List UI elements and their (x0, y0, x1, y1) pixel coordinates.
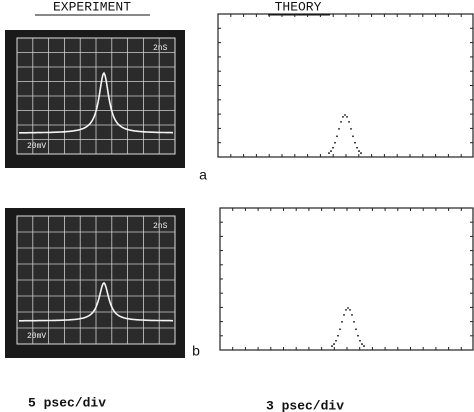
theory-dot (340, 121, 342, 123)
theory-dot (363, 345, 365, 347)
theory-dot (342, 115, 344, 118)
theory-dot (348, 121, 350, 123)
theory-dot (345, 308, 347, 311)
scope-volt-label: 20mV (27, 142, 46, 151)
theory-dot (358, 150, 360, 152)
theory-frame (219, 207, 474, 351)
theory-dot (339, 328, 341, 331)
theory-dot (333, 343, 335, 345)
theory-frame (217, 13, 474, 158)
theory-dot (354, 141, 356, 144)
theory-dot (337, 334, 339, 337)
theory-dot (341, 320, 343, 323)
theory-dot (346, 115, 348, 118)
theory-dot (334, 141, 336, 144)
theory-dot (357, 334, 359, 337)
theory-dot (338, 127, 340, 130)
theory-dot (330, 150, 332, 152)
experiment-scale: 5 psec/div (28, 395, 106, 410)
panel-label: b (192, 343, 200, 359)
scope-time-label: 2nS (153, 44, 168, 53)
scope-trace (19, 281, 173, 322)
theory-dot (355, 328, 357, 331)
theory-dot (335, 339, 337, 342)
theory-dot (347, 307, 349, 309)
theory-dot (360, 152, 362, 154)
panel-label: a (199, 167, 207, 183)
theory-dot (350, 127, 352, 130)
theory-dot (343, 314, 345, 316)
theory-dot (352, 135, 354, 138)
theory-dot (356, 146, 358, 149)
theory-scale: 3 psec/div (266, 398, 344, 412)
theory-dot (349, 308, 351, 311)
scope-trace (19, 71, 173, 134)
theory-dot (331, 345, 333, 347)
theory-dot (344, 114, 346, 116)
theory-dot (361, 343, 363, 345)
theory-dot (328, 152, 330, 154)
theory-heading: THEORY (275, 0, 322, 14)
theory-dot (359, 339, 361, 342)
scope-time-label: 2nS (153, 222, 168, 231)
theory-dot (332, 146, 334, 149)
theory-dot (336, 135, 338, 138)
theory-dot (351, 314, 353, 316)
experiment-heading: EXPERIMENT (53, 0, 131, 14)
scope-volt-label: 20mV (27, 332, 46, 341)
theory-dot (353, 320, 355, 323)
